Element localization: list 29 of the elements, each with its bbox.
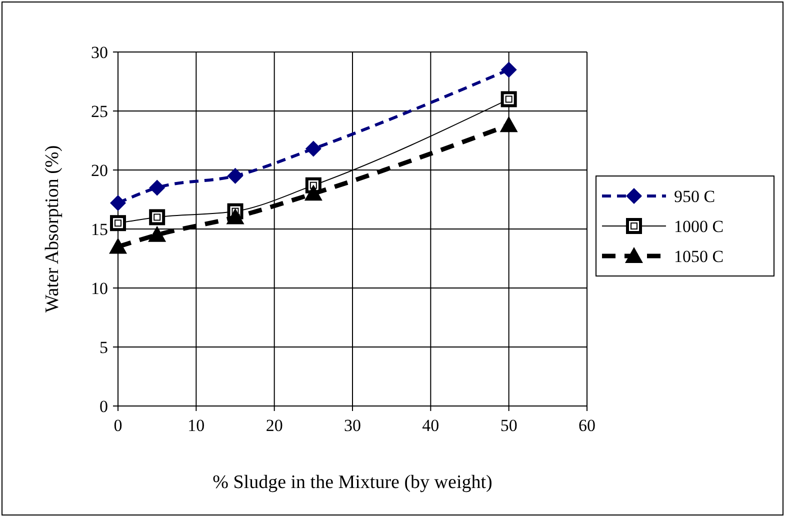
point [148,226,166,242]
point [500,116,518,132]
y-tick-label: 5 [100,338,108,357]
x-tick-label: 0 [114,416,122,435]
legend-label: 1000 C [674,216,724,236]
legend-label: 1050 C [674,246,724,266]
y-tick-label: 0 [100,396,108,416]
y-tick-label: 25 [91,102,108,121]
point [305,140,322,157]
legend-label: 950 C [674,186,716,206]
x-tick-label: 30 [344,416,361,435]
point [500,62,517,78]
y-tick-label: 30 [91,42,108,62]
x-axis-title: % Sludge in the Mixture (by weight) [212,472,492,493]
point [109,238,127,254]
point [304,184,322,201]
point [227,168,244,184]
point [149,180,166,196]
y-tick-label: 20 [91,160,108,180]
x-tick-label: 40 [422,416,440,435]
y-tick-label: 15 [91,220,108,239]
point [226,208,244,224]
x-tick-label: 20 [266,416,283,435]
x-tick-label: 50 [500,416,518,435]
y-tick-label: 10 [91,278,108,298]
x-tick-label: 60 [578,416,596,435]
point [110,195,126,212]
y-axis-title: Water Absorption (%) [42,145,63,313]
x-tick-label: 10 [188,416,205,435]
